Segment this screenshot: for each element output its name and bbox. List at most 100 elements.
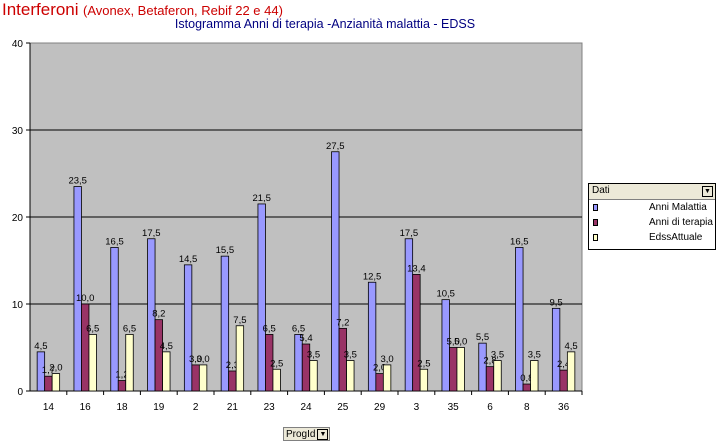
x-tick-label: 36 xyxy=(558,402,570,413)
data-label: 6,5 xyxy=(263,323,276,334)
data-label: 2,5 xyxy=(417,358,430,369)
data-label: 16,5 xyxy=(105,236,124,247)
data-label: 21,5 xyxy=(252,193,271,204)
bar xyxy=(331,151,340,392)
bar xyxy=(338,327,347,392)
bar xyxy=(419,368,429,392)
y-tick-label: 40 xyxy=(12,39,24,50)
page-title: Interferoni xyxy=(2,0,79,19)
x-tick-label: 23 xyxy=(264,402,276,413)
data-label: 15,5 xyxy=(216,245,235,256)
bar xyxy=(346,360,355,392)
data-label: 1,7 xyxy=(42,365,55,376)
legend: Dati ▼ Anni Malattia Anni di terapia Eds… xyxy=(588,183,716,250)
data-label: 12,5 xyxy=(363,271,382,282)
data-label: 13,4 xyxy=(407,263,426,274)
y-tick-label: 20 xyxy=(12,213,24,224)
bar xyxy=(110,247,119,392)
bar xyxy=(515,247,524,392)
bar xyxy=(81,303,90,392)
legend-item-anni-di-terapia: Anni di terapia xyxy=(589,215,715,230)
x-tick-label: 2 xyxy=(193,402,199,413)
bar xyxy=(272,368,281,392)
data-label: 1,2 xyxy=(115,370,128,381)
data-label: 5,0 xyxy=(447,337,460,348)
bar xyxy=(125,334,134,392)
data-label: 5,0 xyxy=(454,337,467,348)
data-label: 2,5 xyxy=(270,358,283,369)
x-tick-label: 14 xyxy=(43,402,55,413)
x-tick-label: 6 xyxy=(487,402,493,413)
bar xyxy=(162,351,171,392)
data-label: 3,0 xyxy=(196,354,209,365)
data-label: 17,5 xyxy=(142,228,161,239)
bar xyxy=(382,364,392,392)
data-label: 8,2 xyxy=(152,309,165,320)
data-label: 10,5 xyxy=(436,289,455,300)
legend-dropdown-button[interactable]: ▼ xyxy=(702,186,713,197)
bar xyxy=(478,342,487,392)
legend-swatch xyxy=(593,234,598,241)
bar xyxy=(51,373,61,392)
page-header: Interferoni (Avonex, Betaferon, Rebif 22… xyxy=(2,0,283,21)
bar xyxy=(404,238,414,392)
data-label: 7,2 xyxy=(336,317,349,328)
data-label: 0,8 xyxy=(520,373,533,384)
x-tick-label: 8 xyxy=(524,402,530,413)
data-label: 6,5 xyxy=(123,323,136,334)
page-subtitle: (Avonex, Betaferon, Rebif 22 e 44) xyxy=(83,3,283,18)
chevron-down-icon: ▼ xyxy=(704,188,711,195)
data-label: 17,5 xyxy=(400,228,419,239)
x-tick-label: 19 xyxy=(153,402,165,413)
data-label: 2,3 xyxy=(226,360,239,371)
bar xyxy=(73,186,82,392)
progid-dropdown-button[interactable]: ▼ xyxy=(317,429,329,440)
x-tick-label: 25 xyxy=(337,402,349,413)
bar xyxy=(456,347,465,392)
bar xyxy=(412,274,421,392)
data-label: 3,5 xyxy=(491,350,504,361)
bar xyxy=(493,360,502,392)
bar xyxy=(228,370,237,392)
y-tick-label: 10 xyxy=(12,300,24,311)
legend-item-anni-malattia: Anni Malattia xyxy=(589,200,715,215)
bar xyxy=(551,307,561,392)
x-tick-label: 3 xyxy=(414,402,420,413)
bar xyxy=(220,255,230,392)
bar xyxy=(36,351,46,392)
bar xyxy=(44,375,53,392)
legend-swatch xyxy=(593,204,598,211)
bar xyxy=(367,281,377,392)
bar xyxy=(183,264,193,392)
bar xyxy=(375,373,384,392)
x-tick-label: 21 xyxy=(227,402,239,413)
data-label: 16,5 xyxy=(510,236,529,247)
bar xyxy=(154,319,163,392)
data-label: 9,5 xyxy=(549,297,562,308)
data-label: 2,0 xyxy=(49,363,62,374)
progid-field-button[interactable]: ProgId ▼ xyxy=(283,427,331,441)
bar xyxy=(309,360,318,392)
x-tick-label: 29 xyxy=(374,402,386,413)
bar xyxy=(265,334,274,392)
data-label: 6,5 xyxy=(86,323,99,334)
bar xyxy=(257,203,266,392)
bar xyxy=(235,325,245,392)
bar xyxy=(88,334,97,392)
bar xyxy=(449,347,458,392)
data-label: 3,0 xyxy=(380,354,393,365)
data-label: 4,5 xyxy=(34,341,47,352)
x-tick-label: 16 xyxy=(80,402,92,413)
data-label: 3,5 xyxy=(344,350,357,361)
y-tick-label: 0 xyxy=(17,387,23,398)
bar xyxy=(147,238,156,392)
bar xyxy=(559,369,568,392)
data-label: 4,5 xyxy=(564,341,577,352)
data-label: 3,0 xyxy=(189,354,202,365)
x-tick-label: 18 xyxy=(116,402,128,413)
chart-title: Istogramma Anni di terapia -Anzianità ma… xyxy=(174,17,476,31)
data-label: 3,5 xyxy=(307,350,320,361)
bar xyxy=(191,364,200,392)
legend-swatch xyxy=(593,219,598,226)
